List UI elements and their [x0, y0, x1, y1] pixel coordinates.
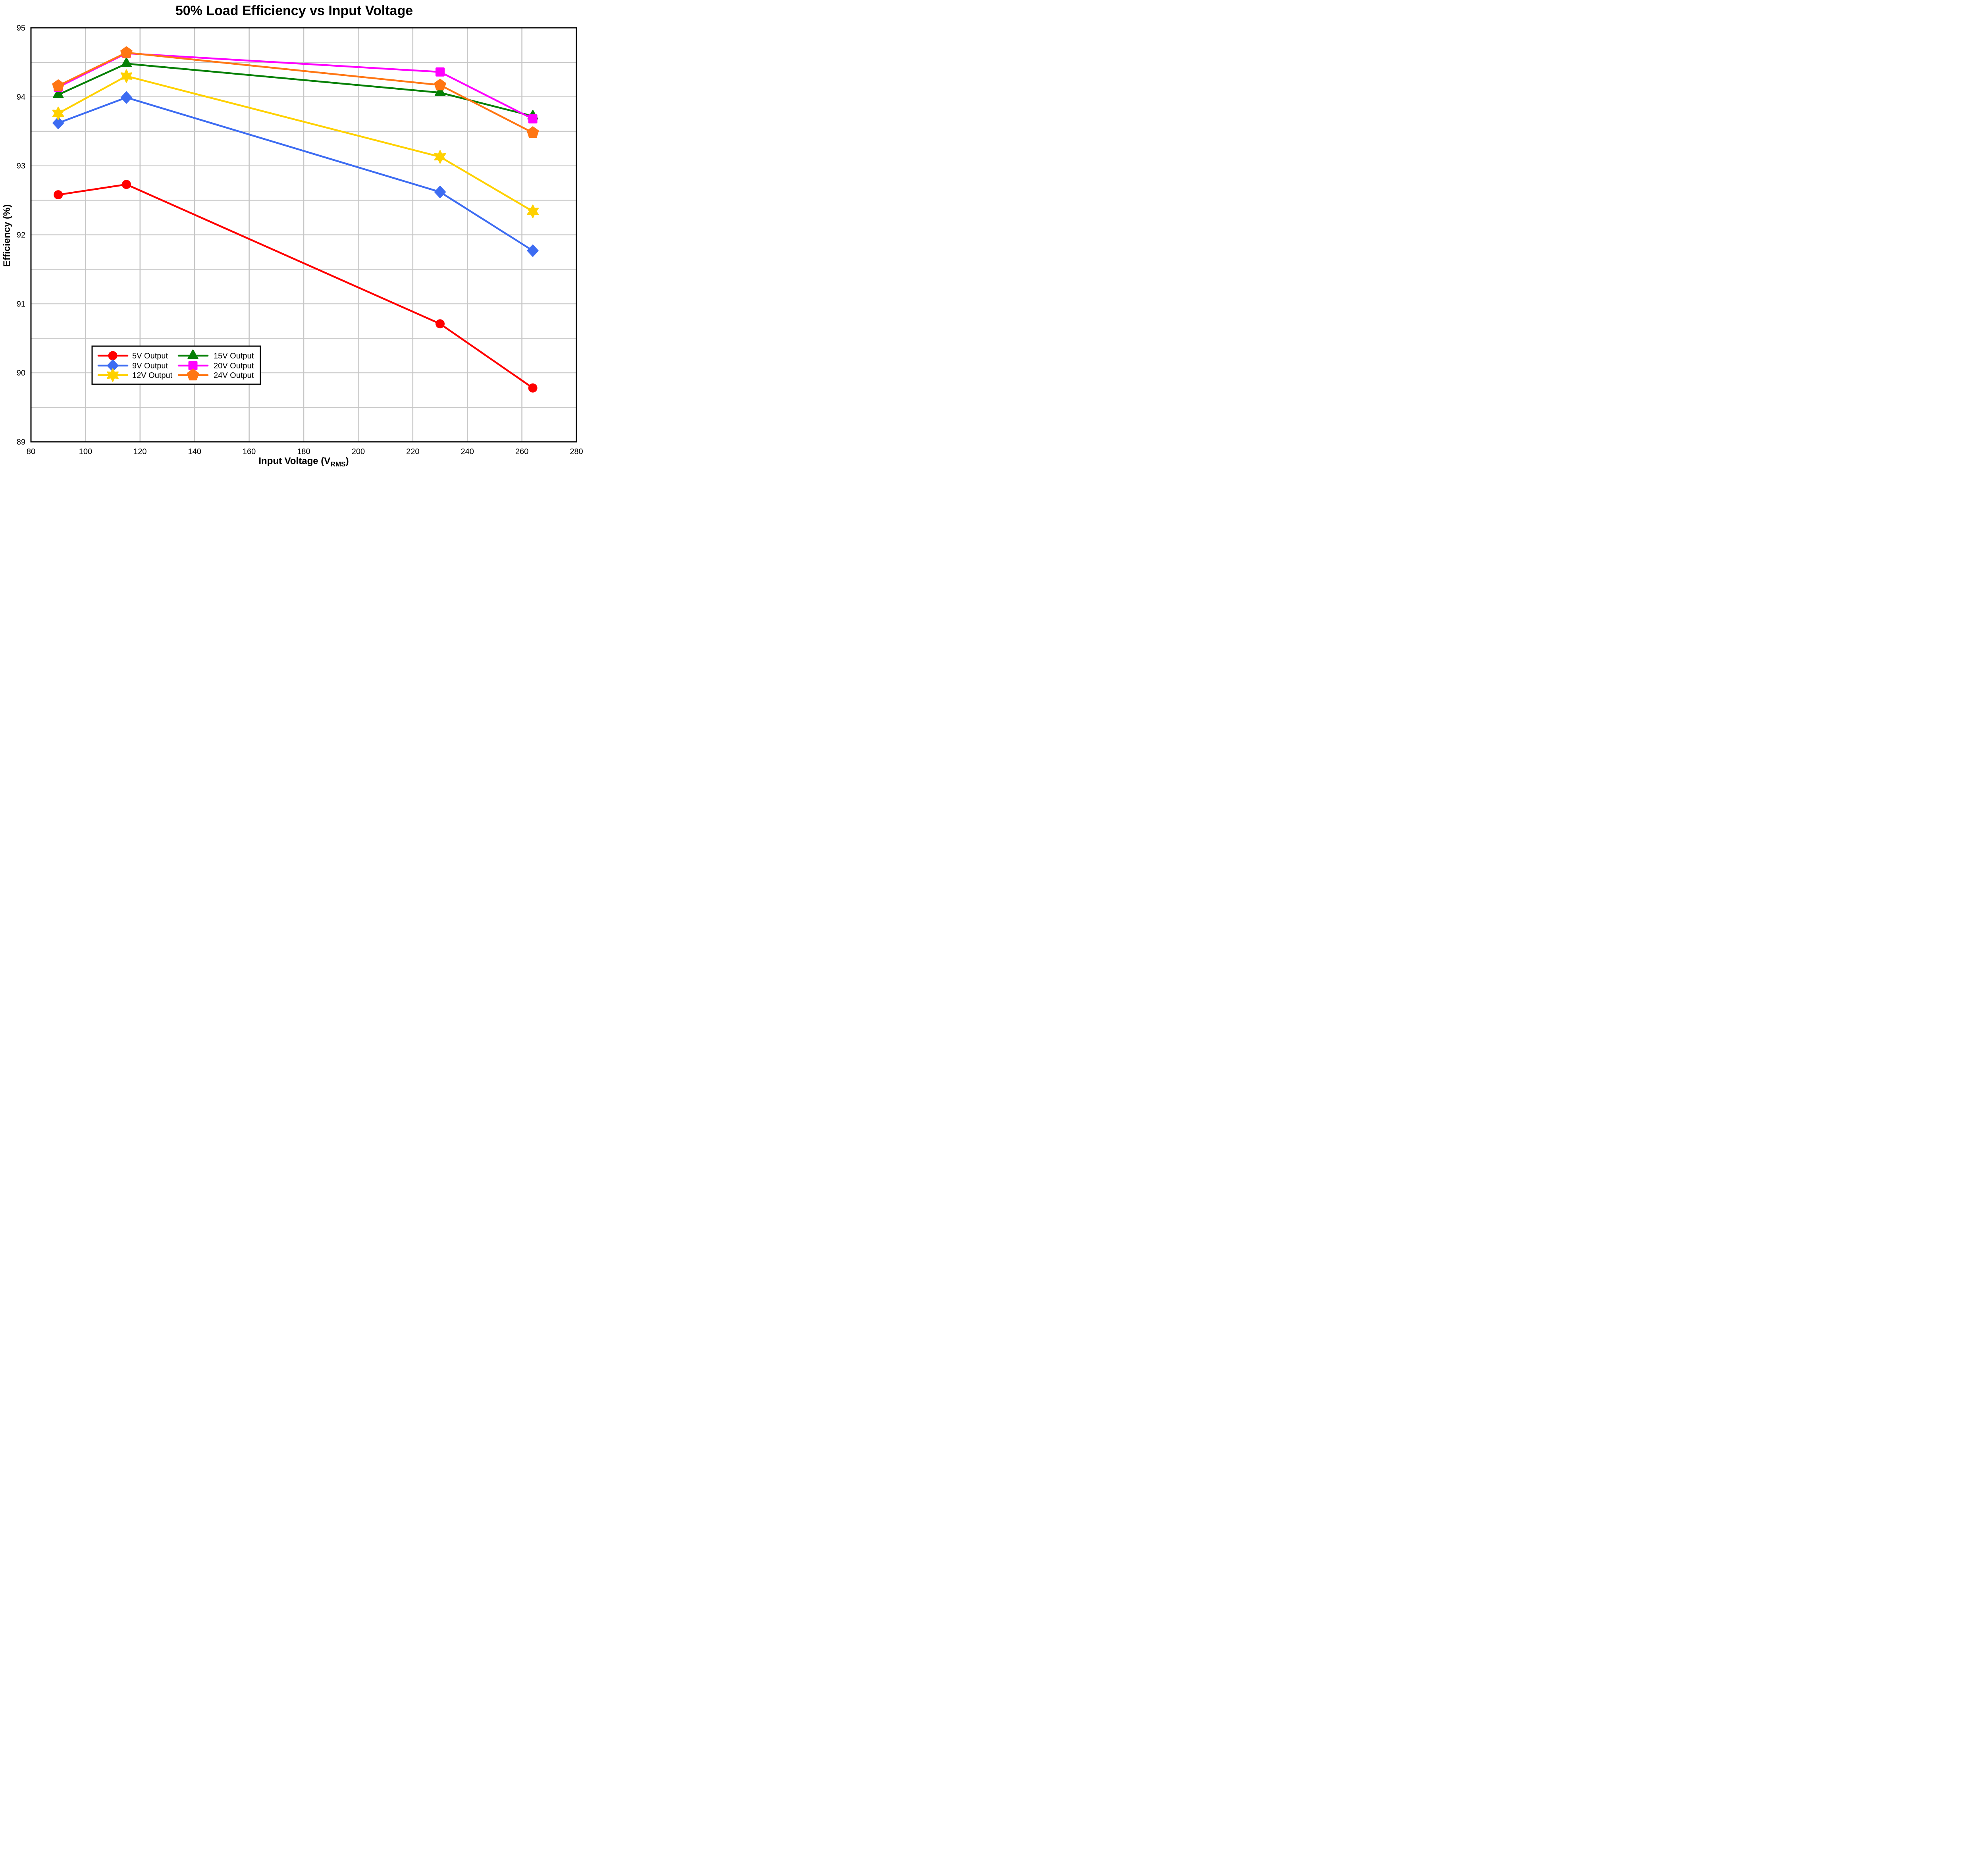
y-tick-label: 91 [17, 300, 25, 308]
y-tick-label: 93 [17, 162, 25, 171]
x-tick-label: 180 [297, 447, 310, 456]
series-line-5v-output [57, 183, 534, 389]
legend-label-9v-output: 9V Output [132, 362, 168, 370]
marker-24v-output [120, 46, 133, 58]
marker-15v-output [53, 89, 64, 98]
x-tick-label: 100 [79, 447, 92, 456]
series-line-20v-output [57, 52, 534, 120]
marker-24v-output [52, 79, 64, 91]
marker-24v-output [526, 126, 539, 138]
plot-box-spines [30, 27, 577, 443]
marker-9v-output [52, 117, 64, 129]
y-tick-label: 94 [17, 93, 25, 102]
figure: 50% Load Efficiency vs Input Voltage 80 1… [0, 0, 588, 469]
x-tick-label: 280 [570, 447, 583, 456]
legend-label-24v-output: 24V Output [214, 371, 254, 380]
series-line-15v-output [57, 63, 534, 117]
x-tick-label: 200 [352, 447, 365, 456]
marker-20v-output [436, 67, 445, 77]
series-line-12v-output [57, 75, 534, 212]
legend-label-5v-output: 5V Output [132, 352, 168, 360]
y-tick-label: 89 [17, 438, 25, 447]
x-tick-label: 160 [243, 447, 256, 456]
legend-marker-12v-output [107, 368, 119, 382]
x-tick-label: 220 [406, 447, 419, 456]
x-tick-label: 120 [133, 447, 146, 456]
legend-label-12v-output: 12V Output [132, 371, 173, 380]
legend-label-20v-output: 20V Output [214, 362, 254, 370]
marker-12v-output [120, 69, 133, 83]
legend-marker-5v-output [108, 351, 118, 360]
x-axis-label-end: ) [345, 456, 349, 466]
marker-5v-output [528, 383, 538, 393]
marker-9v-output [120, 91, 132, 104]
legend-label-15v-output: 15V Output [214, 352, 254, 360]
x-axis-label: Input Voltage (VRMS) [31, 456, 576, 468]
marker-20v-output [528, 114, 538, 123]
legend-marker-15v-output [187, 349, 198, 359]
x-tick-label: 140 [188, 447, 201, 456]
y-axis-label: Efficiency (%) [2, 204, 12, 267]
series-line-24v-output [57, 52, 534, 134]
x-tick-label: 240 [461, 447, 474, 456]
y-tick-label: 90 [17, 369, 25, 378]
plot-area: 80 100 120 140 160 180 200 220 240 260 280 89 90 91 92… [17, 24, 583, 456]
marker-24v-output [434, 79, 446, 91]
marker-5v-output [436, 319, 445, 329]
marker-12v-output [527, 204, 539, 218]
y-tick-label: 95 [17, 24, 25, 33]
chart-title: 50% Load Efficiency vs Input Voltage [175, 3, 413, 18]
x-axis-label-main: Input Voltage (V [258, 456, 331, 466]
x-axis-label-subscript: RMS [330, 460, 346, 468]
marker-5v-output [54, 190, 63, 200]
marker-15v-output [434, 86, 446, 96]
marker-5v-output [121, 180, 131, 189]
legend-marker-24v-output [187, 369, 199, 381]
y-tick-label: 92 [17, 231, 25, 240]
legend-marker-20v-output [188, 361, 198, 370]
x-tick-label: 260 [515, 447, 528, 456]
marker-9v-output [434, 186, 446, 198]
marker-9v-output [527, 245, 539, 257]
marker-12v-output [434, 150, 446, 164]
marker-15v-output [121, 57, 132, 67]
marker-12v-output [52, 106, 64, 120]
x-tick-label: 80 [27, 447, 35, 456]
series-line-9v-output [57, 96, 534, 252]
